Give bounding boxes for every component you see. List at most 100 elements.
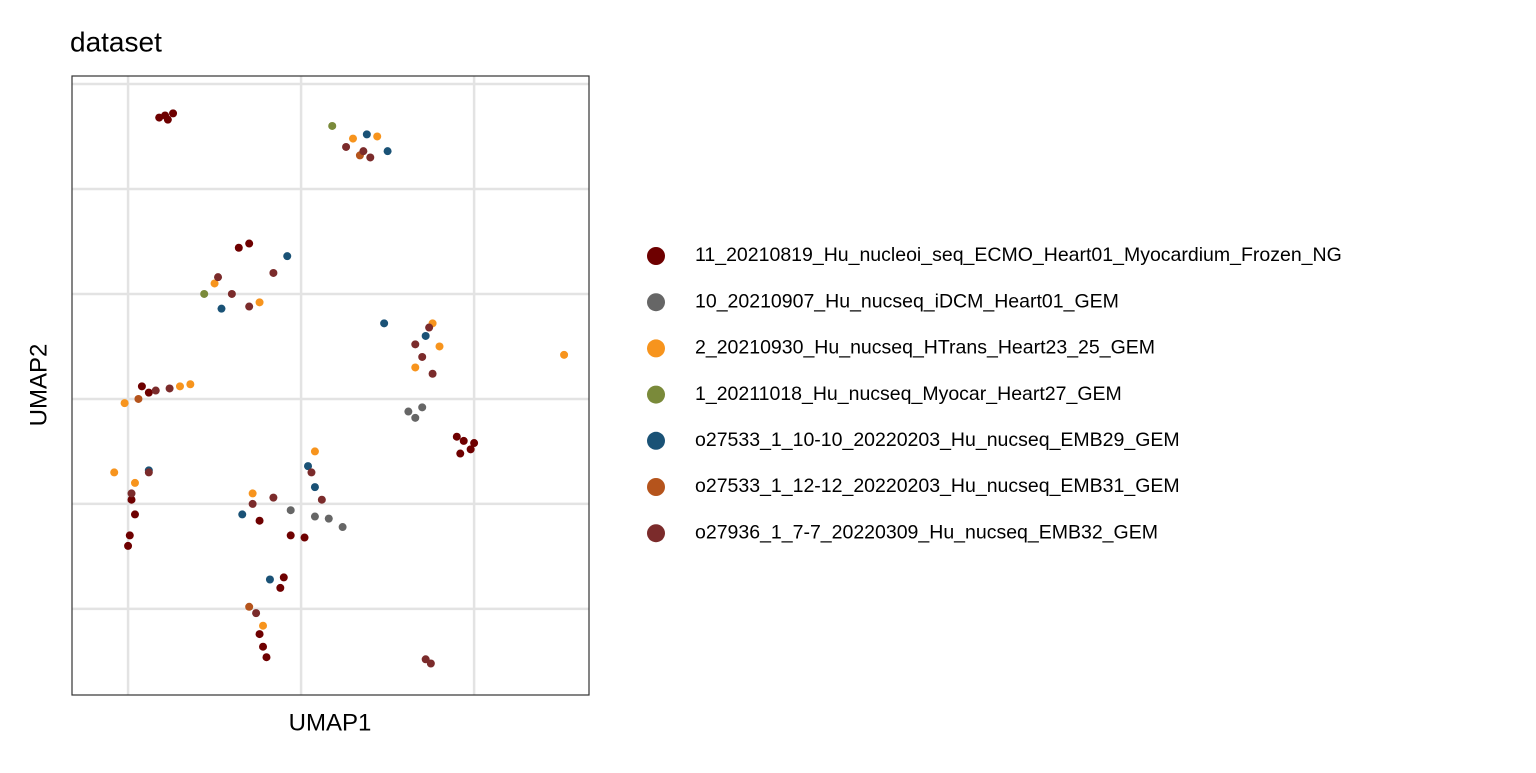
point (259, 642, 268, 651)
point (255, 298, 264, 307)
point (124, 541, 133, 550)
point (452, 432, 461, 441)
point (380, 319, 389, 328)
point (310, 483, 319, 492)
point (359, 147, 368, 156)
point (348, 134, 357, 143)
point (245, 302, 254, 311)
legend-label: 10_20210907_Hu_nucseq_iDCM_Heart01_GEM (695, 290, 1119, 312)
point (214, 273, 223, 282)
point (411, 363, 420, 372)
point (265, 575, 274, 584)
point (456, 449, 465, 458)
legend-marker (647, 478, 665, 496)
points (110, 109, 569, 668)
point (127, 495, 136, 504)
point (127, 489, 136, 498)
point (130, 510, 139, 519)
point (238, 510, 247, 519)
point (428, 369, 437, 378)
legend-label: 11_20210819_Hu_nucleoi_seq_ECMO_Heart01_… (695, 244, 1342, 266)
point (248, 489, 257, 498)
point (466, 445, 475, 454)
point (307, 468, 316, 477)
point (411, 413, 420, 422)
point (186, 380, 195, 389)
point (470, 439, 479, 448)
point (255, 630, 264, 639)
legend-marker (647, 339, 665, 358)
point (304, 462, 313, 471)
point (300, 533, 309, 542)
point (234, 243, 243, 252)
point (426, 659, 435, 668)
point (317, 495, 326, 504)
x-axis-title: UMAP1 (289, 709, 372, 736)
point (404, 407, 413, 416)
point (120, 399, 129, 408)
legend-marker (647, 524, 665, 543)
point (286, 506, 295, 515)
point (342, 142, 351, 151)
legend-marker (647, 431, 665, 450)
legend-label: o27533_1_10-10_20220203_Hu_nucseq_EMB29_… (695, 429, 1180, 451)
point (283, 252, 292, 261)
point (248, 499, 257, 508)
point (411, 340, 420, 349)
point (175, 382, 184, 391)
point (144, 468, 153, 477)
legend-label: 2_20210930_Hu_nucseq_HTrans_Heart23_25_G… (695, 337, 1155, 359)
point (134, 394, 143, 403)
y-axis-title: UMAP2 (25, 344, 52, 427)
point (383, 147, 392, 156)
point (425, 323, 434, 332)
point (169, 109, 178, 118)
point (130, 478, 139, 487)
point (366, 153, 375, 162)
legend-label: o27936_1_7-7_20220309_Hu_nucseq_EMB32_GE… (695, 521, 1158, 543)
point (276, 583, 285, 592)
point (110, 468, 119, 477)
point (252, 609, 261, 618)
legend-marker (647, 293, 665, 312)
point (151, 386, 160, 395)
point (324, 514, 333, 523)
point (328, 121, 337, 130)
point (459, 436, 468, 445)
point (262, 653, 271, 662)
legend-label: o27533_1_12-12_20220203_Hu_nucseq_EMB31_… (695, 475, 1180, 497)
point (310, 512, 319, 521)
point (269, 268, 278, 277)
point (421, 331, 430, 340)
point (418, 403, 427, 412)
point (279, 573, 288, 582)
point (286, 531, 295, 540)
point (435, 342, 444, 351)
point (418, 352, 427, 361)
point (373, 132, 382, 141)
point (155, 113, 164, 122)
point (255, 516, 264, 525)
point (200, 289, 209, 298)
point (217, 304, 226, 313)
point (338, 523, 347, 532)
point (245, 239, 254, 248)
panel-border (71, 75, 590, 696)
point (125, 531, 134, 540)
grid (72, 76, 589, 695)
point (163, 115, 172, 124)
point (165, 384, 174, 393)
legend-marker (647, 247, 665, 265)
point (560, 350, 569, 359)
legend-label: 1_20211018_Hu_nucseq_Myocar_Heart27_GEM (695, 383, 1122, 405)
point (259, 621, 268, 630)
point (227, 289, 236, 298)
legend: 11_20210819_Hu_nucleoi_seq_ECMO_Heart01_… (647, 244, 1342, 543)
point (269, 493, 278, 502)
legend-marker (647, 385, 665, 404)
point (137, 382, 146, 391)
point (310, 447, 319, 456)
point (144, 388, 153, 397)
